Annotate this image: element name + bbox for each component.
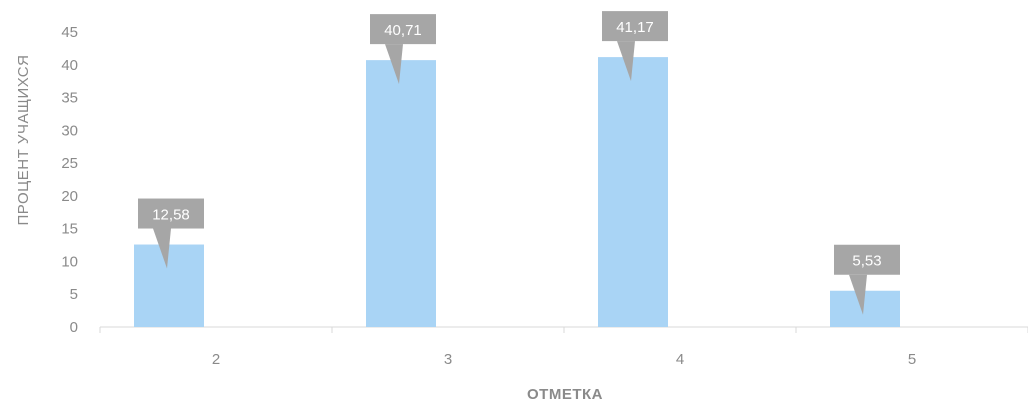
- y-tick-label: 30: [61, 122, 78, 139]
- data-label-box: [834, 244, 900, 275]
- y-tick-label: 10: [61, 253, 78, 270]
- data-label-box: [370, 14, 436, 45]
- bar: [366, 60, 436, 328]
- y-tick-label: 20: [61, 188, 78, 205]
- y-tick-label: 35: [61, 90, 78, 107]
- x-tick-label: 5: [908, 351, 916, 368]
- data-label-text: 41,17: [616, 19, 654, 36]
- x-axis-title: ОТМЕТКА: [527, 386, 603, 403]
- y-tick-label: 15: [61, 221, 78, 238]
- x-tick-label: 2: [212, 351, 220, 368]
- x-tick-label: 4: [676, 351, 684, 368]
- bar: [598, 57, 668, 327]
- bars: [134, 57, 900, 328]
- y-tick-label: 45: [61, 24, 78, 41]
- x-axis: 2 3 4 5: [99, 326, 1028, 368]
- data-label-text: 12,58: [152, 207, 190, 224]
- data-label-box: [138, 198, 204, 229]
- data-label-pointer: [385, 44, 403, 85]
- data-label-pointer: [617, 41, 635, 82]
- y-tick-label: 0: [70, 319, 78, 336]
- data-label-callout: 12,58: [138, 198, 204, 269]
- data-label-callout: 40,71: [370, 14, 436, 85]
- data-label-callout: 41,17: [602, 11, 668, 82]
- y-axis-title: ПРОЦЕНТ УЧАЩИХСЯ: [15, 55, 32, 226]
- data-label-text: 40,71: [384, 22, 422, 39]
- data-label-text: 5,53: [852, 253, 881, 270]
- data-label-box: [602, 11, 668, 42]
- data-label-pointer: [153, 228, 171, 269]
- bar: [134, 244, 204, 327]
- x-tick-label: 3: [444, 351, 452, 368]
- data-label-callout: 5,53: [834, 244, 900, 315]
- y-tick-label: 25: [61, 155, 78, 172]
- y-tick-label: 40: [61, 57, 78, 74]
- bar: [830, 290, 900, 327]
- y-tick-label: 5: [70, 286, 78, 303]
- data-label-pointer: [849, 274, 867, 315]
- data-labels: 12,58 40,71 41,17 5,53: [138, 11, 900, 315]
- y-axis: 0 5 10 15 20 25 30 35 40 45: [61, 24, 78, 336]
